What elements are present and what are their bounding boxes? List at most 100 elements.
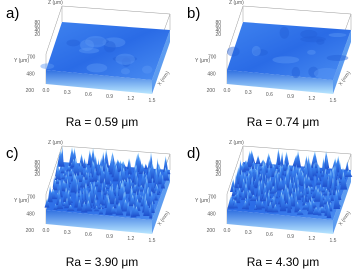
spike [325, 189, 331, 210]
spike [79, 153, 84, 167]
spike [264, 196, 269, 212]
x-tick-label: 0.6 [85, 232, 92, 238]
z-tick-label: 60 [34, 24, 40, 30]
spike [321, 186, 326, 193]
surface-side [227, 70, 333, 94]
z-axis-label: Z (μm) [229, 0, 244, 6]
x-tick-label: 0.9 [106, 234, 113, 240]
spike [236, 189, 241, 204]
spike [319, 191, 324, 207]
x-tick-label: 1.2 [127, 96, 134, 102]
spike [61, 173, 66, 180]
spike [232, 194, 238, 201]
texture [307, 49, 316, 55]
spike [275, 159, 279, 170]
spike [120, 167, 128, 183]
x-tick-label: 0.9 [106, 94, 113, 100]
surface-side [333, 30, 351, 94]
spike [345, 160, 349, 171]
y-tick-label: 700 [27, 195, 36, 201]
spike [77, 171, 84, 183]
y-tick-label: 200 [26, 228, 35, 234]
y-tick-label: 200 [207, 88, 216, 94]
spike [256, 185, 263, 202]
x-tick-label: 0.6 [266, 92, 273, 98]
y-tick-label: 200 [207, 228, 216, 234]
panel-label: b) [187, 5, 200, 22]
x-tick-label: 0.9 [287, 94, 294, 100]
spike [259, 162, 267, 182]
spike [330, 189, 334, 201]
spike [132, 206, 141, 217]
spike [84, 200, 93, 212]
spike [56, 198, 64, 210]
y-axis-label: Y (μm) [195, 58, 210, 64]
spike [133, 171, 140, 187]
spike [74, 178, 80, 194]
spike [93, 205, 100, 212]
spike [125, 202, 131, 216]
spike [322, 168, 329, 187]
x-tick-label: 1.5 [330, 98, 337, 104]
texture [300, 36, 326, 43]
roughness-caption: Ra = 0.59 μm [66, 115, 139, 129]
spike [232, 200, 239, 209]
y-tick-label: 200 [26, 88, 35, 94]
spike [292, 187, 299, 207]
y-axis-label: Y (μm) [195, 198, 210, 204]
spike [104, 166, 111, 185]
z-tick-label: 40 [215, 168, 221, 174]
x-tick-label: 0.3 [245, 230, 252, 236]
spike [109, 206, 117, 214]
texture [115, 53, 135, 65]
spike [82, 166, 90, 178]
texture [308, 66, 319, 78]
spike [302, 194, 306, 206]
texture [272, 56, 300, 64]
spike [66, 204, 75, 211]
spike [295, 150, 302, 168]
roughness-caption: Ra = 4.30 μm [247, 255, 320, 269]
spike [149, 203, 153, 219]
spike [246, 150, 254, 168]
spike [276, 148, 282, 165]
spike [231, 186, 237, 196]
roughness-caption: Ra = 0.74 μm [247, 115, 320, 129]
spike [60, 166, 65, 174]
spike [313, 206, 320, 215]
panel-label: d) [187, 145, 200, 162]
texture [252, 49, 268, 56]
y-tick-label: 480 [26, 211, 35, 217]
texture [86, 63, 108, 73]
spike [271, 204, 279, 213]
spike [99, 189, 105, 206]
z-tick-label: 20 [34, 172, 40, 178]
spike [54, 178, 61, 184]
spike [109, 181, 113, 186]
spike [112, 164, 120, 182]
spike [253, 204, 258, 211]
spike [160, 174, 165, 189]
surface-side [46, 70, 152, 94]
spike [103, 186, 108, 195]
spike [124, 177, 132, 194]
spike [81, 189, 86, 204]
spike [315, 177, 322, 185]
spike [326, 175, 331, 192]
spike [128, 179, 134, 189]
spike [86, 172, 91, 187]
x-tick-label: 0.3 [245, 90, 252, 96]
surface-top [227, 22, 351, 80]
surface-top [46, 22, 170, 80]
texture [120, 68, 131, 75]
z-tick-label: 60 [34, 164, 40, 170]
spike [318, 183, 323, 195]
x-tick-label: 1.5 [149, 238, 156, 244]
spike [82, 176, 86, 189]
spike [328, 201, 333, 212]
texture [328, 33, 347, 38]
spike [326, 204, 332, 219]
spike [56, 149, 65, 167]
